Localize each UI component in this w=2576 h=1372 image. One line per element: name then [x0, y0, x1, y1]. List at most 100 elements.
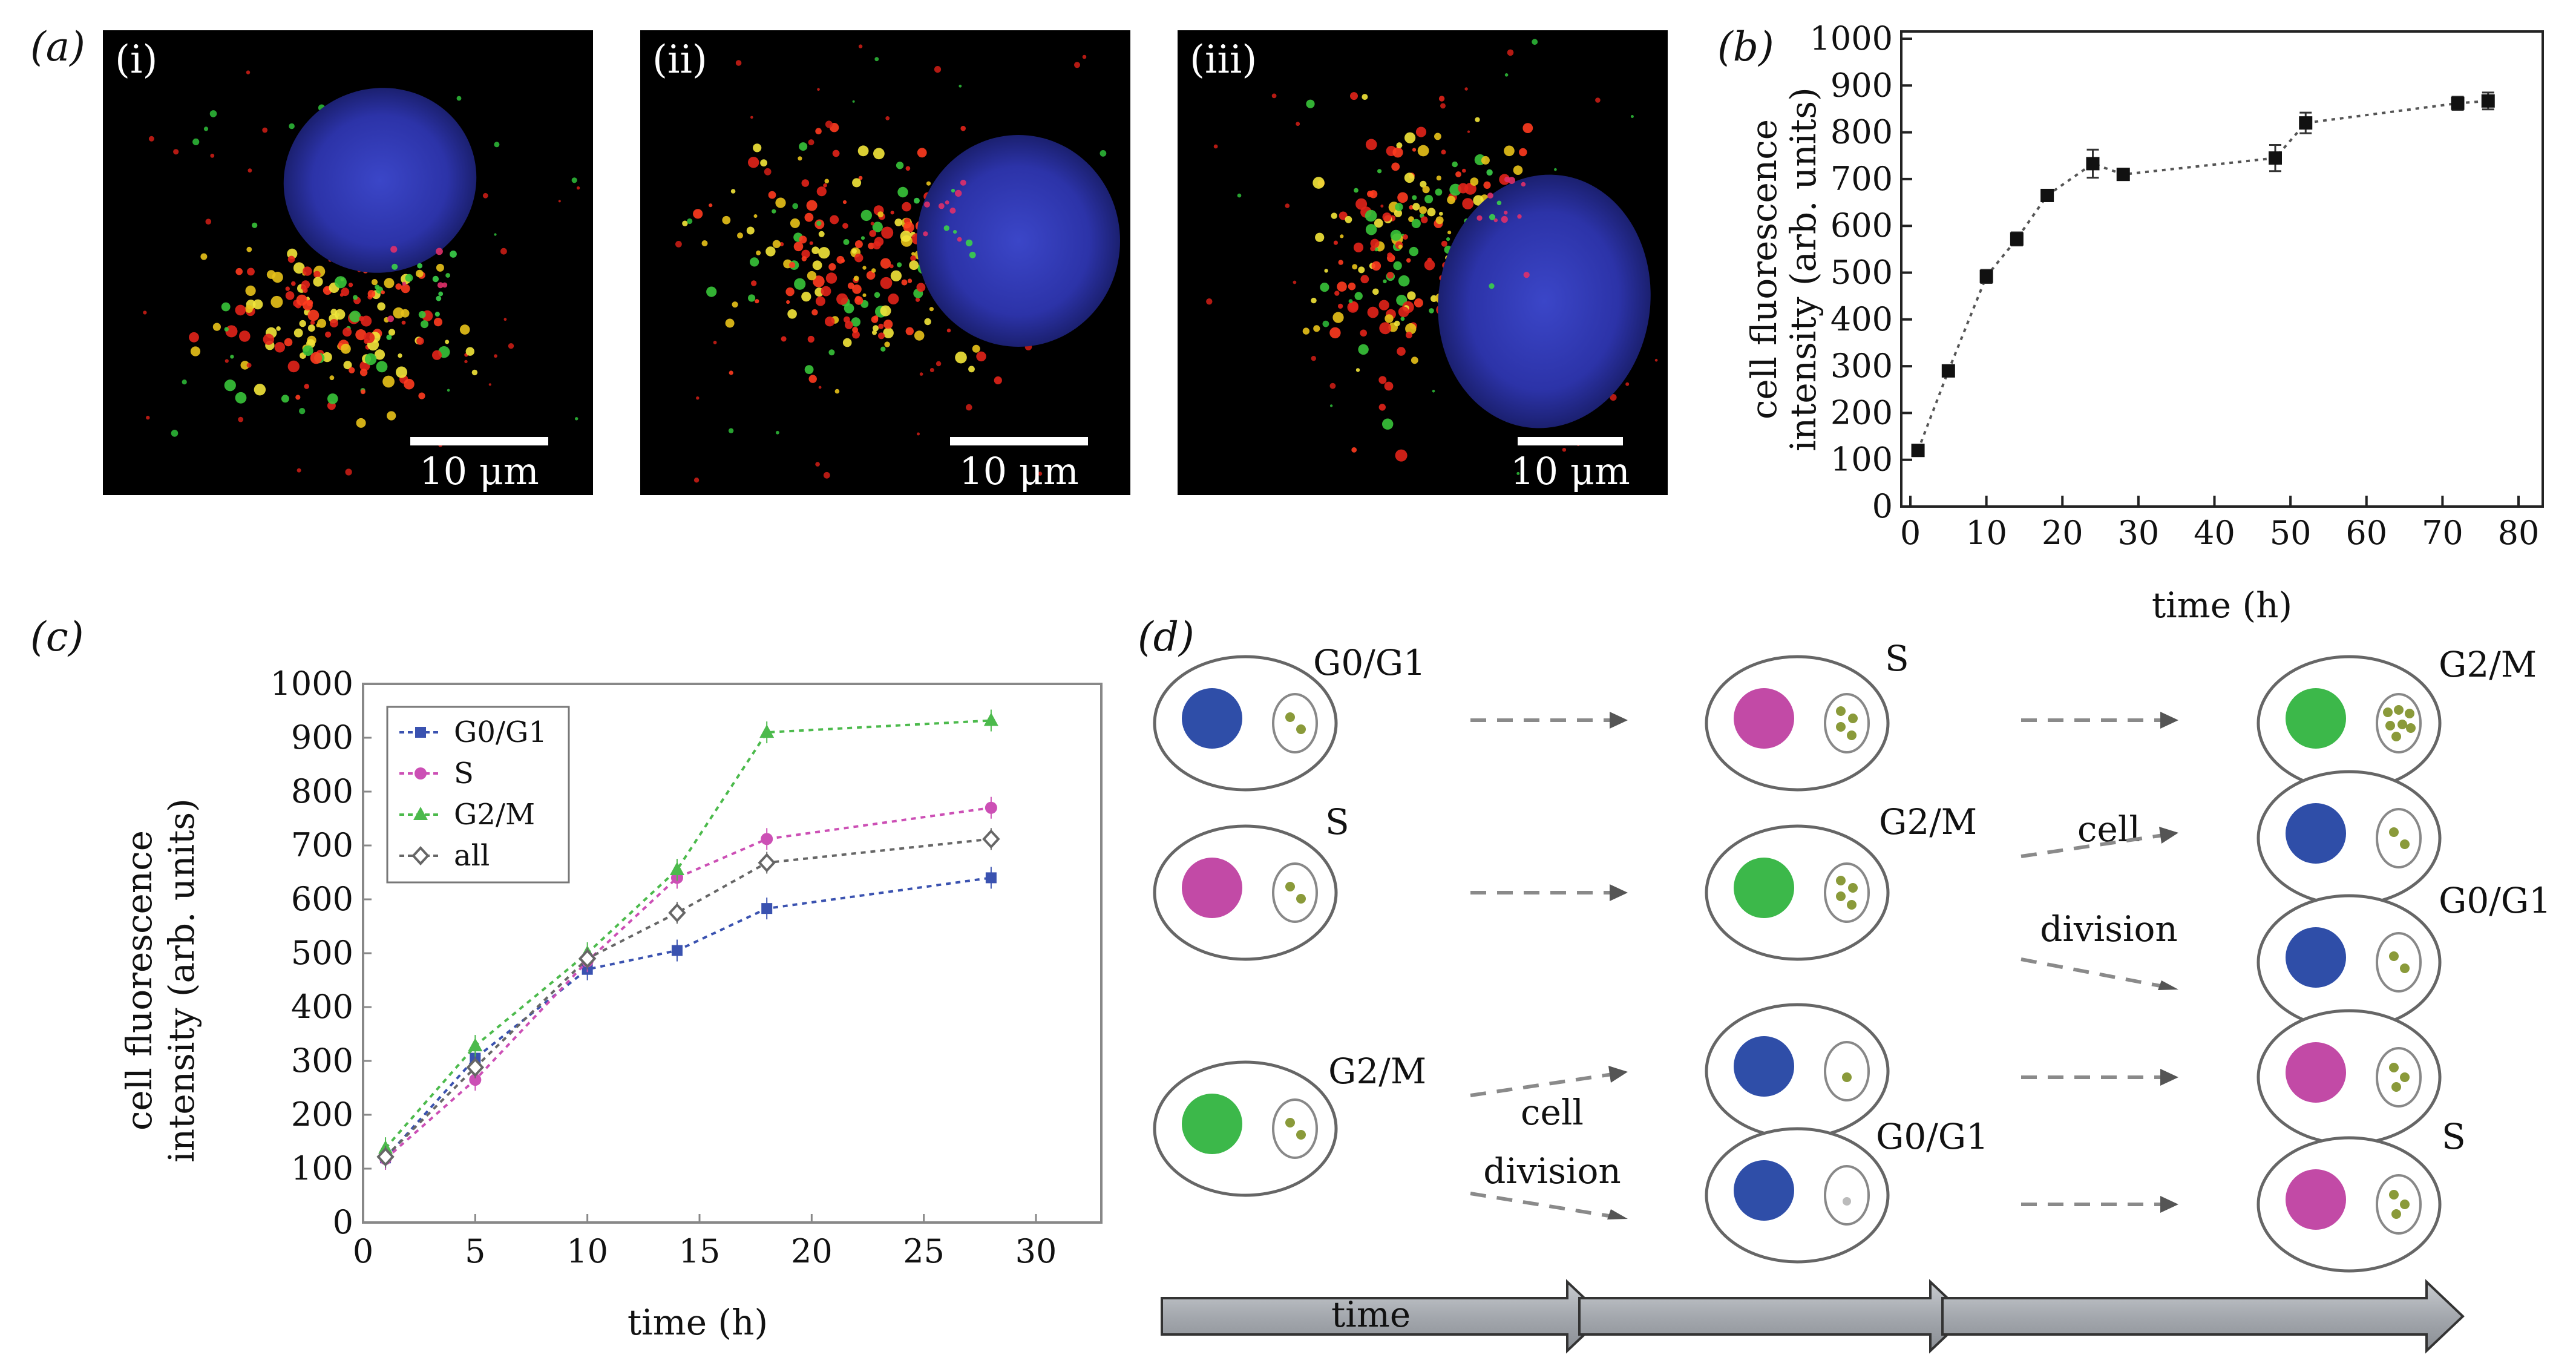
fluorescence-punctum — [1338, 260, 1343, 265]
fluorescence-punctum — [377, 302, 385, 311]
fluorescence-punctum — [395, 283, 402, 290]
fluorescence-punctum — [768, 191, 776, 199]
fluorescence-punctum — [1438, 96, 1445, 102]
fluorescence-punctum — [858, 44, 863, 48]
fluorescence-punctum — [1486, 169, 1493, 176]
fluorescence-punctum — [808, 139, 814, 146]
fluorescence-punctum — [293, 328, 303, 338]
x-axis-title: time (h) — [628, 1302, 768, 1343]
fluorescence-punctum — [798, 156, 802, 161]
fluorescence-punctum — [224, 327, 229, 332]
nanoparticle-dot — [2400, 1200, 2410, 1209]
scale-bar — [950, 437, 1088, 445]
fluorescence-punctum — [909, 260, 919, 271]
fluorescence-punctum — [299, 408, 306, 415]
fluorescence-punctum — [1353, 242, 1364, 252]
nanoparticle-dot — [1842, 1072, 1852, 1082]
fluorescence-punctum — [776, 430, 779, 435]
dashed-arrow — [2020, 957, 2164, 988]
fluorescence-punctum — [905, 327, 914, 335]
fluorescence-punctum — [465, 347, 474, 356]
nanoparticle-dot — [2389, 1063, 2399, 1072]
fluorescence-punctum — [1475, 117, 1480, 122]
nanoparticle-dot — [1285, 1118, 1295, 1127]
fluorescence-punctum — [751, 280, 757, 286]
fluorescence-punctum — [872, 330, 877, 335]
nanoparticle-dot — [2394, 705, 2404, 715]
data-point — [1911, 444, 1925, 458]
x-tick-label: 60 — [2345, 514, 2387, 552]
fluorescence-punctum — [355, 329, 367, 341]
endosome — [1272, 693, 1318, 753]
dashed-arrow — [2020, 833, 2164, 858]
fluorescence-punctum — [682, 220, 688, 226]
fluorescence-punctum — [1412, 195, 1417, 200]
fluorescence-punctum — [873, 241, 881, 250]
fluorescence-punctum — [1411, 356, 1418, 364]
fluorescence-punctum — [842, 223, 848, 229]
fluorescence-punctum — [781, 336, 787, 342]
nanoparticle-dot — [2400, 1072, 2410, 1082]
y-tick-label: 100 — [1830, 441, 1893, 479]
fluorescence-punctum — [432, 275, 439, 283]
fluorescence-punctum — [693, 209, 703, 219]
data-point — [759, 724, 775, 738]
fluorescence-punctum — [1402, 234, 1408, 240]
arrow-head — [2159, 827, 2178, 844]
dashed-arrow — [1470, 1192, 1613, 1218]
fluorescence-punctum — [1394, 320, 1400, 327]
data-point — [761, 833, 773, 845]
fluorescence-punctum — [1501, 215, 1508, 223]
fluorescence-punctum — [853, 275, 859, 281]
fluorescence-punctum — [244, 305, 253, 313]
stage-label: G0/G1 — [1876, 1116, 1988, 1157]
fluorescence-punctum — [811, 246, 819, 255]
fluorescence-punctum — [445, 340, 450, 344]
fluorescence-punctum — [834, 389, 840, 394]
fluorescence-punctum — [706, 286, 717, 297]
fluorescence-punctum — [1483, 181, 1491, 189]
fluorescence-punctum — [750, 257, 759, 267]
fluorescence-punctum — [1517, 214, 1522, 219]
x-tick-label: 0 — [353, 1232, 373, 1270]
fluorescence-punctum — [788, 261, 796, 268]
micrograph-label: (iii) — [1190, 38, 1257, 82]
fluorescence-punctum — [1554, 168, 1557, 171]
fluorescence-punctum — [445, 273, 450, 278]
nucleus — [917, 135, 1120, 347]
y-tick-label: 0 — [1872, 487, 1893, 525]
fluorescence-punctum — [1504, 145, 1515, 157]
fluorescence-punctum — [1329, 382, 1336, 389]
data-point — [668, 903, 686, 923]
fluorescence-punctum — [313, 277, 323, 287]
fluorescence-punctum — [1395, 449, 1408, 462]
fluorescence-punctum — [322, 352, 332, 363]
fluorescence-punctum — [825, 272, 837, 284]
fluorescence-punctum — [247, 168, 252, 173]
fluorescence-punctum — [235, 304, 246, 316]
scale-bar-label: 10 μm — [959, 449, 1079, 493]
panel-label-c: (c) — [30, 614, 84, 660]
fluorescence-punctum — [869, 230, 876, 237]
fluorescence-punctum — [301, 280, 310, 289]
fluorescence-punctum — [701, 240, 708, 246]
fluorescence-punctum — [854, 296, 864, 305]
nanoparticle-dot — [1836, 891, 1846, 901]
cell — [2256, 655, 2442, 792]
fluorescence-punctum — [246, 363, 252, 368]
fluorescence-punctum — [1100, 150, 1107, 157]
fluorescence-punctum — [785, 287, 795, 297]
legend-label: all — [454, 839, 490, 873]
arrow-head — [2160, 712, 2178, 729]
fluorescence-punctum — [341, 343, 351, 354]
fluorescence-punctum — [1404, 132, 1416, 143]
fluorescence-punctum — [274, 342, 285, 353]
fluorescence-punctum — [1333, 240, 1338, 245]
fluorescence-punctum — [417, 263, 423, 269]
series-line — [384, 806, 992, 1160]
fluorescence-punctum — [884, 341, 890, 347]
fluorescence-punctum — [873, 148, 885, 160]
nanoparticle-dot — [2389, 827, 2399, 837]
nanoparticle-dot — [2385, 721, 2395, 730]
fluorescence-punctum — [1396, 142, 1403, 149]
